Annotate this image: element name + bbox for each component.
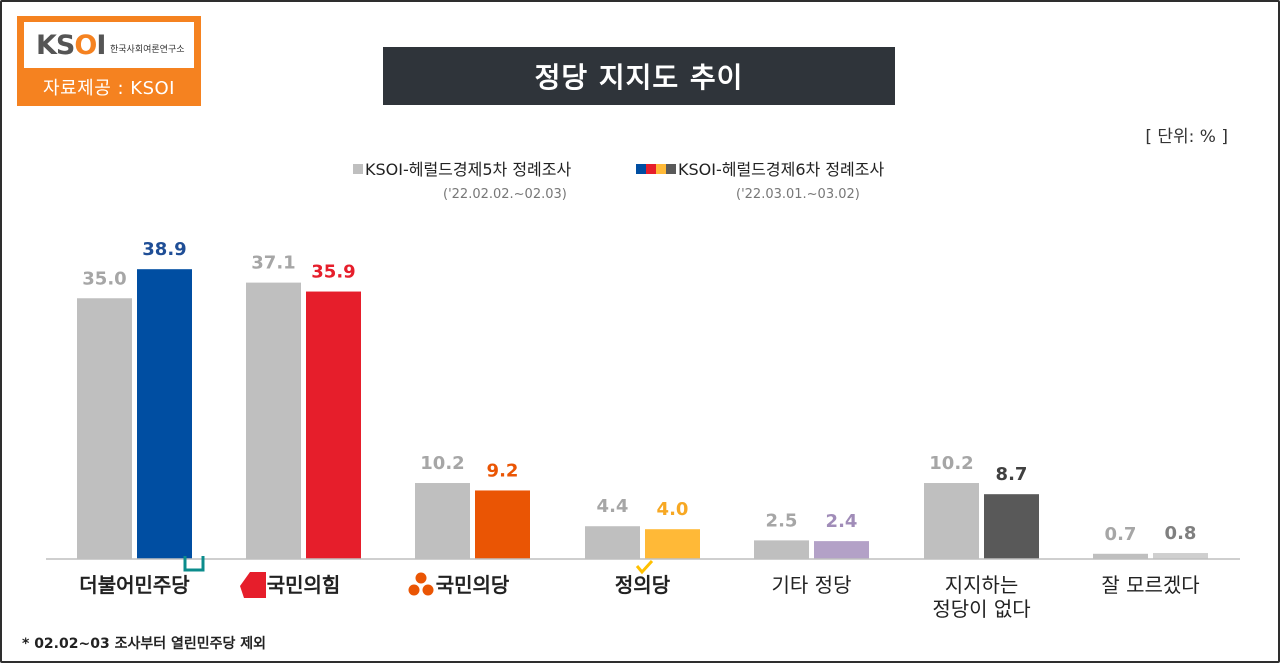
bar-wave5-4 — [754, 540, 809, 559]
value-label-wave6-5: 8.7 — [996, 464, 1028, 485]
bar-wave6-6 — [1153, 553, 1208, 559]
value-label-wave6-0: 38.9 — [142, 239, 186, 260]
unit-label: [ 단위: % ] — [1145, 127, 1228, 147]
justice-party-check-icon — [635, 559, 654, 575]
category-label-5-line2: 정당이 없다 — [932, 597, 1030, 621]
category-label-2: 국민의당 — [436, 573, 510, 597]
bar-wave5-1 — [246, 282, 301, 559]
value-label-wave6-4: 2.4 — [826, 511, 858, 532]
category-label-6: 잘 모르겠다 — [1101, 573, 1199, 597]
bar-wave5-0 — [77, 298, 132, 559]
democratic-party-mark-icon — [183, 556, 205, 572]
legend-item-wave6: KSOI-헤럴드경제6차 정례조사 — [636, 156, 884, 180]
legend-label-wave6: KSOI-헤럴드경제6차 정례조사 — [678, 160, 885, 179]
value-label-wave5-2: 10.2 — [420, 453, 464, 474]
legend-label-wave5: KSOI-헤럴드경제5차 정례조사 — [365, 160, 572, 179]
category-label-5: 지지하는 — [945, 573, 1019, 597]
legend-swatch-wave6 — [636, 159, 676, 178]
logo-panel: KSOI 한국사회여론연구소 — [24, 22, 194, 68]
bar-wave5-6 — [1093, 553, 1148, 559]
peoples-party-logo-icon-0 — [415, 572, 427, 584]
category-label-0: 더불어민주당 — [79, 573, 190, 597]
bar-wave6-3 — [645, 529, 700, 559]
bar-wave6-4 — [814, 541, 869, 559]
category-label-1: 국민의힘 — [267, 573, 341, 597]
bar-group: 35.0 38.9 37.1 35.9 10.2 9.2 4.4 4.0 2.5 2.4 10.2 8… — [77, 239, 1208, 559]
peoples-party-logo-icon-2 — [422, 584, 434, 596]
category-label-4: 기타 정당 — [772, 573, 852, 597]
legend-period-wave6: ('22.03.01.~03.02) — [736, 187, 860, 202]
bar-wave6-5 — [984, 494, 1039, 559]
logo-subtitle: 한국사회여론연구소 — [110, 45, 185, 55]
bar-wave6-1 — [306, 291, 361, 559]
peoples-party-logo-icon-1 — [408, 584, 420, 596]
bar-wave6-2 — [475, 490, 530, 559]
bar-wave5-2 — [415, 483, 470, 559]
value-label-wave6-1: 35.9 — [311, 262, 355, 283]
value-label-wave5-5: 10.2 — [929, 453, 973, 474]
value-label-wave5-4: 2.5 — [766, 510, 798, 531]
value-label-wave5-3: 4.4 — [597, 496, 629, 517]
value-label-wave5-6: 0.7 — [1105, 524, 1137, 545]
bar-wave5-3 — [585, 526, 640, 559]
ppp-logo-icon — [240, 572, 266, 598]
logo-wordmark: KSOI — [36, 30, 106, 61]
legend-period-wave5: ('22.02.02.~02.03) — [443, 187, 567, 202]
value-label-wave5-0: 35.0 — [82, 268, 126, 289]
chart-title: 정당 지지도 추이 — [383, 47, 895, 105]
footnote: * 02.02~03 조사부터 열린민주당 제외 — [22, 636, 266, 652]
bar-wave6-0 — [137, 269, 192, 559]
legend-swatch-wave5 — [353, 164, 363, 174]
bar-wave5-5 — [924, 483, 979, 559]
legend-item-wave5: KSOI-헤럴드경제5차 정례조사 — [353, 156, 571, 180]
ksoi-logo: KSOI 한국사회여론연구소 자료제공 : KSOI — [17, 16, 201, 106]
data-source-label: 자료제공 : KSOI — [43, 78, 175, 99]
category-label-3: 정의당 — [615, 573, 671, 597]
value-label-wave6-6: 0.8 — [1165, 523, 1197, 544]
value-label-wave6-3: 4.0 — [657, 499, 689, 520]
value-label-wave5-1: 37.1 — [251, 253, 295, 274]
value-label-wave6-2: 9.2 — [487, 460, 519, 481]
